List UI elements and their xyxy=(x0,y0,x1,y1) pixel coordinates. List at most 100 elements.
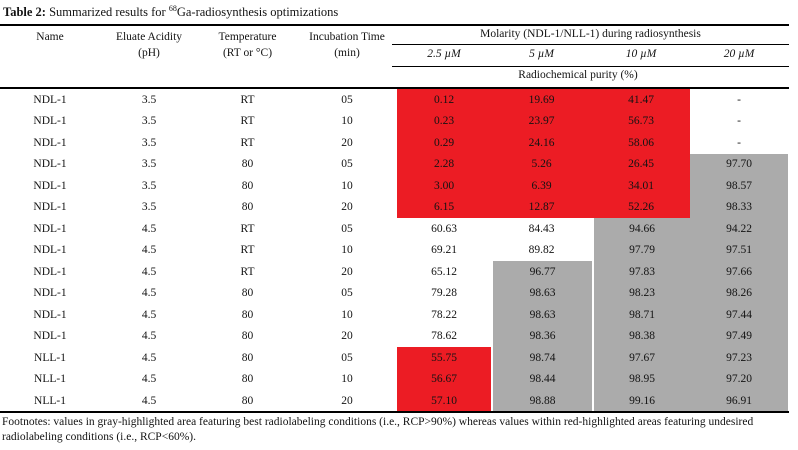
table-caption: Table 2: Summarized results for 68Ga-rad… xyxy=(3,4,338,20)
cell-purity-10um: 56.73 xyxy=(592,110,690,133)
cell-purity-5um: 6.39 xyxy=(491,175,592,197)
cell-purity-2-5um: 78.62 xyxy=(431,330,457,343)
cell-purity-10um: 99.16 xyxy=(592,390,690,412)
cell-purity-5um: 89.82 xyxy=(528,244,555,257)
cell-purity-20um: 97.66 xyxy=(690,261,788,283)
cell-purity-10um: 97.67 xyxy=(592,347,690,369)
cell-temperature: RT xyxy=(240,93,255,106)
cell-purity-20um: - xyxy=(737,115,741,128)
cell-purity-5um: 98.63 xyxy=(491,282,592,305)
cell-temperature: RT xyxy=(240,244,255,257)
cell-incubation-time: 20 xyxy=(341,394,353,407)
cell-incubation-time: 05 xyxy=(341,158,353,171)
cell-temperature: RT xyxy=(240,222,255,235)
cell-name: NDL-1 xyxy=(33,158,67,171)
cell-eluate-acidity: 4.5 xyxy=(141,330,157,343)
cell-temperature: 80 xyxy=(241,201,254,214)
cell-eluate-acidity: 4.5 xyxy=(141,265,157,278)
cell-name: NDL-1 xyxy=(33,308,67,321)
cell-purity-20um: 98.57 xyxy=(690,175,788,197)
cell-eluate-acidity: 4.5 xyxy=(141,373,157,386)
cell-eluate-acidity: 4.5 xyxy=(141,244,157,257)
cell-temperature: 80 xyxy=(241,179,254,192)
cell-purity-2-5um: 55.75 xyxy=(397,347,491,369)
cell-purity-5um: 96.77 xyxy=(491,261,592,283)
cell-eluate-acidity: 4.5 xyxy=(141,222,157,235)
cell-name: NDL-1 xyxy=(33,136,67,149)
cell-purity-10um: 98.38 xyxy=(592,325,690,348)
top-rule xyxy=(0,24,789,26)
column-header-incubation-time-line2: (min) xyxy=(334,47,360,59)
cell-purity-5um: 98.74 xyxy=(491,347,592,369)
cell-incubation-time: 05 xyxy=(341,93,353,106)
cell-purity-5um: 98.88 xyxy=(491,390,592,412)
molarity-header-rule xyxy=(392,44,789,45)
table-caption-text-end: Ga-radiosynthesis optimizations xyxy=(176,5,339,20)
cell-purity-5um: 12.87 xyxy=(491,196,592,219)
cell-temperature: RT xyxy=(240,265,255,278)
cell-purity-10um: 97.79 xyxy=(592,239,690,262)
cell-name: NDL-1 xyxy=(33,93,67,106)
isotope-superscript: 68 xyxy=(168,4,177,13)
column-header-2-5-um: 2.5 µM xyxy=(427,48,461,60)
concentration-header-rule xyxy=(392,66,789,67)
table-caption-label: Table 2: xyxy=(3,5,46,20)
cell-incubation-time: 10 xyxy=(341,115,353,128)
cell-name: NDL-1 xyxy=(33,179,67,192)
column-header-molarity: Molarity (NDL-1/NLL-1) during radiosynth… xyxy=(480,28,701,40)
bottom-rule xyxy=(0,411,789,413)
cell-incubation-time: 10 xyxy=(341,244,353,257)
cell-purity-20um: 98.26 xyxy=(690,282,788,305)
cell-name: NDL-1 xyxy=(33,330,67,343)
cell-purity-10um: 98.71 xyxy=(592,304,690,326)
column-header-radiochemical-purity: Radiochemical purity (%) xyxy=(518,69,638,81)
cell-purity-5um: 24.16 xyxy=(491,132,592,154)
cell-incubation-time: 10 xyxy=(341,373,353,386)
cell-eluate-acidity: 3.5 xyxy=(141,158,157,171)
cell-purity-20um: - xyxy=(737,136,741,149)
cell-purity-2-5um: 0.12 xyxy=(397,89,491,111)
cell-purity-2-5um: 6.15 xyxy=(397,196,491,219)
cell-temperature: 80 xyxy=(241,351,254,364)
cell-purity-5um: 84.43 xyxy=(528,222,555,235)
cell-purity-2-5um: 0.29 xyxy=(397,132,491,154)
footnote: Footnotes: values in gray-highlighted ar… xyxy=(2,416,754,443)
cell-purity-2-5um: 0.23 xyxy=(397,110,491,133)
cell-purity-10um: 98.23 xyxy=(592,282,690,305)
cell-incubation-time: 20 xyxy=(341,330,353,343)
column-header-temperature-line2: (RT or °C) xyxy=(222,47,273,59)
cell-purity-20um: 97.20 xyxy=(690,368,788,391)
cell-eluate-acidity: 3.5 xyxy=(141,179,157,192)
cell-incubation-time: 05 xyxy=(341,287,353,300)
cell-purity-10um: 52.26 xyxy=(592,196,690,219)
cell-eluate-acidity: 3.5 xyxy=(141,136,157,149)
column-header-incubation-time-line1: Incubation Time xyxy=(309,31,385,43)
cell-incubation-time: 20 xyxy=(341,136,353,149)
cell-eluate-acidity: 4.5 xyxy=(141,394,157,407)
column-header-incubation-time: Incubation Time (min) xyxy=(297,29,397,61)
column-header-eluate-acidity-line2: (pH) xyxy=(138,47,160,59)
cell-name: NLL-1 xyxy=(34,373,66,386)
cell-eluate-acidity: 3.5 xyxy=(141,201,157,214)
cell-eluate-acidity: 3.5 xyxy=(141,115,157,128)
cell-temperature: 80 xyxy=(241,330,254,343)
column-header-eluate-acidity: Eluate Acidity (pH) xyxy=(100,29,198,61)
cell-eluate-acidity: 3.5 xyxy=(141,93,157,106)
cell-incubation-time: 20 xyxy=(341,265,353,278)
cell-purity-2-5um: 56.67 xyxy=(397,368,491,391)
cell-purity-2-5um: 3.00 xyxy=(397,175,491,197)
cell-purity-10um: 98.95 xyxy=(592,368,690,391)
cell-purity-20um: 94.22 xyxy=(690,218,788,240)
cell-eluate-acidity: 4.5 xyxy=(141,351,157,364)
cell-purity-10um: 26.45 xyxy=(592,153,690,176)
cell-temperature: RT xyxy=(240,136,255,149)
cell-purity-2-5um: 78.22 xyxy=(431,308,457,321)
cell-incubation-time: 05 xyxy=(341,222,353,235)
cell-temperature: 80 xyxy=(241,158,254,171)
cell-purity-20um: - xyxy=(737,93,741,106)
cell-purity-2-5um: 60.63 xyxy=(431,222,457,235)
cell-purity-10um: 34.01 xyxy=(592,175,690,197)
cell-purity-10um: 94.66 xyxy=(592,218,690,240)
cell-purity-2-5um: 57.10 xyxy=(397,390,491,412)
column-header-5-um: 5 µM xyxy=(529,48,554,60)
